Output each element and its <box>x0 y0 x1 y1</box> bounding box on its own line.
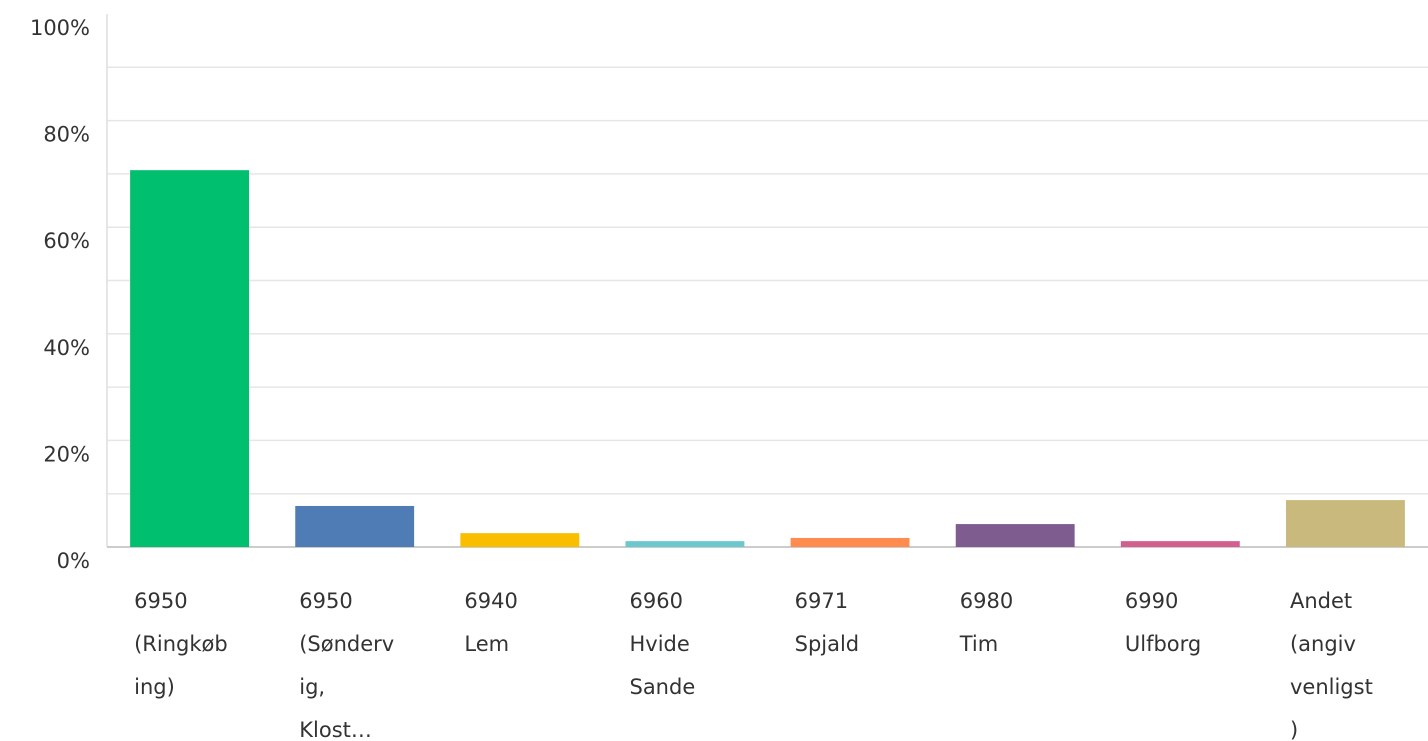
x-tick-label: 6950 <box>299 589 352 613</box>
x-tick-label: Klost… <box>299 718 372 741</box>
bar <box>130 170 250 547</box>
x-tick-label: (Sønderv <box>299 632 394 656</box>
x-tick-label: Spjald <box>795 632 860 656</box>
bar <box>625 541 745 547</box>
x-tick-label: (angiv <box>1290 632 1356 656</box>
x-tick-label: Tim <box>959 632 998 656</box>
x-tick-label: Sande <box>629 675 695 699</box>
x-tick-label: Hvide <box>629 632 689 656</box>
x-tick-label: ing) <box>134 675 175 699</box>
y-tick-label: 0% <box>57 549 90 573</box>
x-tick-label: ig, <box>299 675 325 699</box>
x-tick-label: 6990 <box>1125 589 1178 613</box>
x-tick-label: Andet <box>1290 589 1352 613</box>
y-tick-label: 100% <box>30 16 90 40</box>
x-tick-label: 6980 <box>960 589 1013 613</box>
x-tick-label: Ulfborg <box>1125 632 1201 656</box>
y-tick-label: 60% <box>43 229 90 253</box>
bar <box>295 505 415 547</box>
x-tick-label: 6940 <box>464 589 517 613</box>
x-tick-label: Lem <box>464 632 509 656</box>
x-tick-label: venligst <box>1290 675 1373 699</box>
x-tick-label: 6971 <box>795 589 848 613</box>
y-tick-label: 20% <box>43 442 90 466</box>
x-tick-label: 6950 <box>134 589 187 613</box>
x-tick-label: 6960 <box>629 589 682 613</box>
x-tick-label: (Ringkøb <box>134 632 228 656</box>
bar <box>790 537 910 547</box>
bar <box>1120 541 1240 547</box>
x-tick-label: ) <box>1290 718 1298 741</box>
bar <box>1285 500 1405 547</box>
bar <box>460 533 580 547</box>
y-tick-label: 80% <box>43 123 90 147</box>
bar <box>955 524 1075 547</box>
y-tick-label: 40% <box>43 336 90 360</box>
